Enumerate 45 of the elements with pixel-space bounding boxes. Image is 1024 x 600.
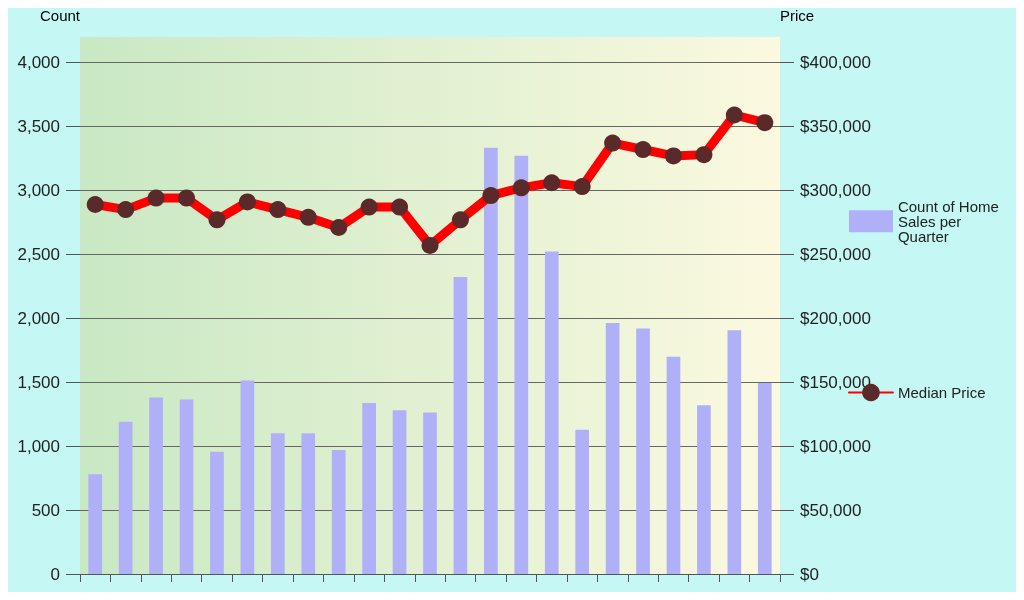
y2-tick-label: $200,000 [800, 308, 871, 328]
bar [362, 403, 376, 574]
y-axis-title: Count [39, 7, 81, 24]
bar [666, 356, 681, 574]
y2-axis-title: Price [780, 7, 815, 24]
bar [575, 429, 590, 574]
bar [270, 433, 285, 574]
legend-label: Count of Home Sales per Quarter [897, 197, 1004, 245]
bar [392, 410, 407, 574]
y-tick-label: 500 [31, 500, 60, 520]
legend-label: Median Price [897, 384, 986, 401]
bar [118, 421, 133, 574]
bar [88, 474, 103, 574]
y-tick-label: 0 [50, 564, 60, 584]
y2-tick-label: $300,000 [800, 180, 871, 200]
y-tick-label: 1,500 [17, 372, 60, 392]
bar [240, 380, 255, 574]
y-tick-label: 3,500 [17, 117, 60, 136]
y2-tick-label: $350,000 [800, 117, 871, 136]
y2-tick-label: $400,000 [800, 53, 871, 73]
bar [605, 323, 620, 574]
bar [179, 399, 194, 574]
bar [331, 450, 346, 574]
bar [301, 433, 316, 574]
bar [544, 251, 559, 574]
y-tick-label: 2,000 [17, 308, 60, 328]
y-tick-label: 1,000 [17, 436, 60, 456]
y2-tick-label: $100,000 [800, 436, 871, 456]
y-tick-label: 2,500 [17, 244, 60, 264]
y-tick-label: 4,000 [17, 53, 60, 73]
bar [210, 451, 224, 574]
bar [697, 405, 711, 574]
bar [423, 412, 437, 574]
y2-tick-label: $150,000 [800, 372, 871, 392]
y2-tick-label: $50,000 [800, 500, 862, 520]
bar [757, 382, 772, 574]
bar [484, 147, 498, 574]
y2-tick-label: $250,000 [800, 244, 871, 264]
bar [514, 155, 529, 574]
bar [727, 330, 742, 574]
y-tick-label: 3,000 [17, 180, 60, 200]
bar [453, 276, 468, 574]
bar [149, 397, 163, 574]
y2-tick-label: $0 [800, 564, 819, 584]
bar [636, 328, 650, 574]
